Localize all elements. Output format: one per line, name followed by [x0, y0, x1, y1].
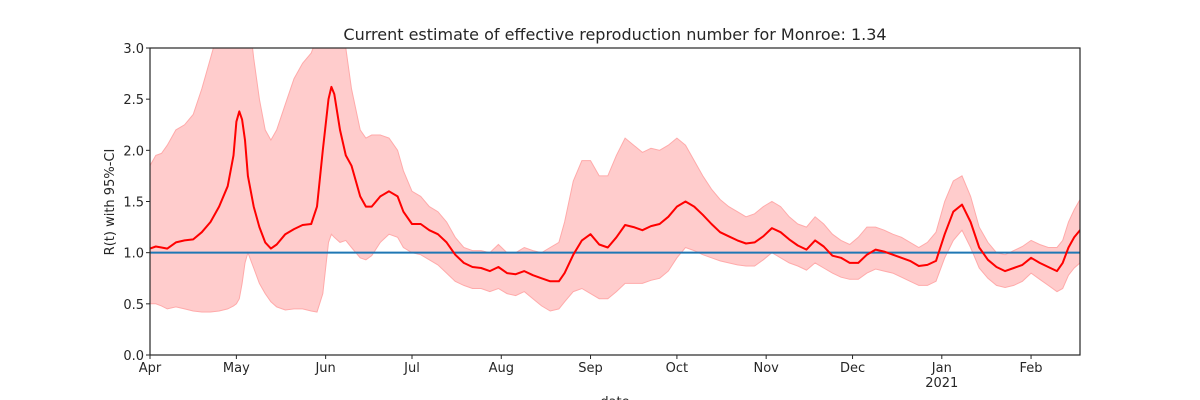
x-tick-label: Sep: [578, 361, 603, 376]
x-axis-label: date: [600, 395, 629, 400]
y-tick-label: 2.5: [123, 93, 144, 108]
x-tick-label: Dec: [840, 361, 865, 376]
plot-series-group: [150, 48, 1080, 313]
y-axis-label: R(t) with 95%-CI: [103, 149, 118, 256]
y-tick-label: 1.5: [123, 196, 144, 211]
x-tick-label: Nov: [753, 361, 779, 376]
y-tick-label: 0.0: [123, 349, 144, 364]
y-tick-label: 0.5: [123, 298, 144, 313]
x-tick-label: Jul: [403, 361, 420, 376]
chart-title: Current estimate of effective reproducti…: [343, 25, 886, 44]
x-tick-sublabel: 2021: [925, 376, 958, 391]
x-tick-label: Jun: [314, 361, 335, 376]
estimate-line: [150, 85, 1080, 283]
x-tick-label: Jan: [931, 361, 952, 376]
y-tick-label: 3.0: [123, 42, 144, 57]
x-tick-label: Oct: [666, 361, 688, 376]
x-tick-label: Aug: [489, 361, 514, 376]
plot-area: 0.0 0.5 1.0 1.5 2.0 2.5 3.0 Apr May Jun Jul Aug Sep O…: [123, 42, 1081, 391]
y-tick-label: 2.0: [123, 144, 144, 159]
x-tick-label: May: [223, 361, 250, 376]
ci-band: [150, 48, 1080, 313]
x-tick-label: Apr: [139, 361, 162, 376]
y-tick-label: 1.0: [123, 247, 144, 262]
x-tick-label: Feb: [1020, 361, 1043, 376]
